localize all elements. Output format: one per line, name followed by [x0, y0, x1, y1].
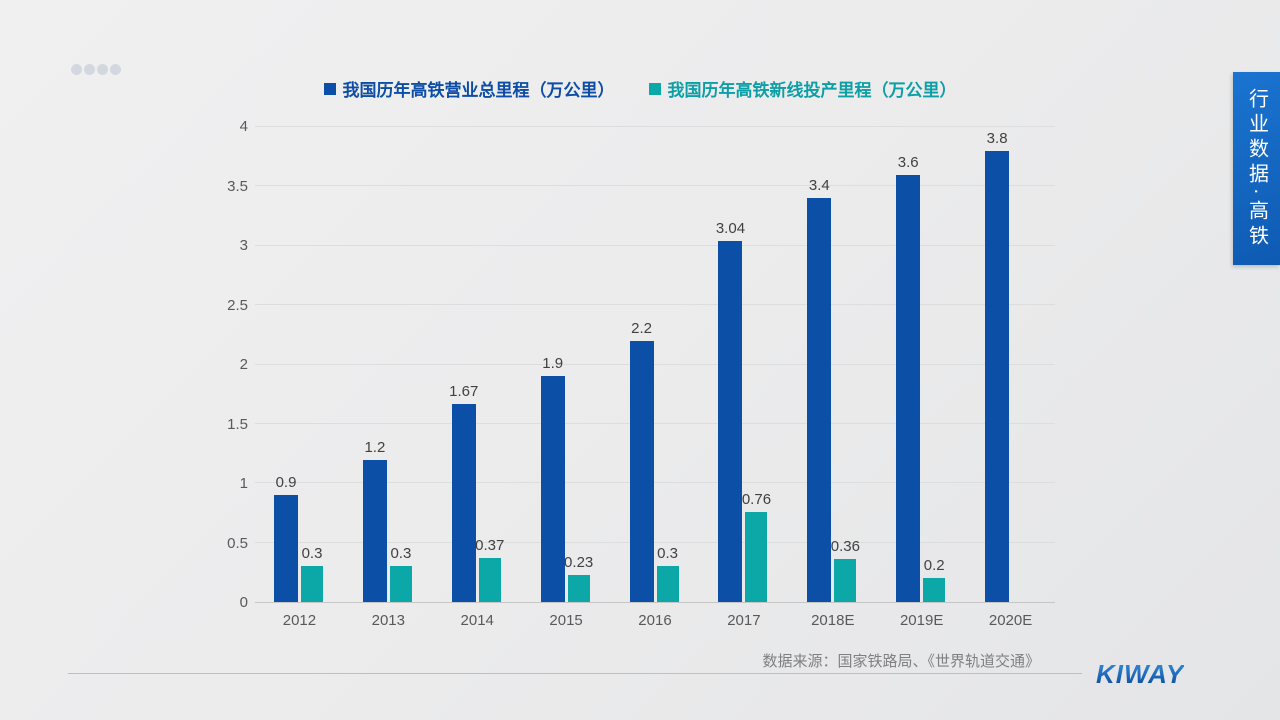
footer-divider — [68, 673, 1082, 674]
gridline — [255, 304, 1055, 306]
chart-legend: 我国历年高铁营业总里程（万公里） 我国历年高铁新线投产里程（万公里） — [215, 76, 1065, 101]
y-tick-label: 3 — [239, 237, 248, 254]
x-axis-label-2017: 2017 — [727, 612, 761, 629]
dot-icon — [97, 64, 108, 75]
y-axis-tick-labels: 0 0.5 1 1.5 2 2.5 3 3.5 4 — [180, 118, 248, 611]
bar-value-label: 3.8 — [986, 129, 1008, 147]
bar-series1-2016 — [656, 566, 679, 602]
bar-series0-2020E — [985, 150, 1010, 602]
section-tab-industry-data: 行业数据·高铁 — [1233, 72, 1280, 265]
x-axis-label-2019E: 2019E — [899, 612, 944, 629]
bar-group-2013: 1.2 0.3 2013 — [344, 127, 433, 629]
y-tick-label: 0 — [239, 594, 248, 611]
x-axis-label-2013: 2013 — [371, 612, 405, 629]
bar-value-label: 0.2 — [923, 557, 945, 575]
bar-group-2019E: 3.6 0.2 2019E — [877, 127, 966, 629]
bar-value-label: 3.6 — [897, 153, 919, 171]
bar-series1-2017 — [745, 511, 768, 602]
bar-series1-2015 — [567, 574, 590, 602]
y-tick-label: 0.5 — [227, 534, 248, 552]
dot-icon — [110, 64, 121, 75]
bar-group-2017: 3.04 0.76 2017 — [699, 127, 788, 629]
legend-item-new-line-mileage: 我国历年高铁新线投产里程（万公里） — [648, 76, 957, 101]
y-tick-label: 2 — [239, 356, 248, 373]
bar-series0-2013 — [362, 459, 387, 602]
bar-value-label: 0.76 — [741, 490, 772, 508]
bar-series0-2016 — [629, 340, 654, 602]
legend-item-total-mileage: 我国历年高铁营业总里程（万公里） — [323, 76, 615, 101]
bar-value-label: 0.3 — [657, 545, 678, 563]
bar-series0-2017 — [718, 241, 743, 602]
x-axis-label-2020E: 2020E — [988, 612, 1033, 629]
y-tick-label: 4 — [239, 118, 248, 135]
gridline — [255, 126, 1055, 127]
bar-value-label: 2.2 — [631, 319, 652, 337]
bar-series0-2012 — [274, 495, 298, 602]
bar-value-label: 3.04 — [715, 220, 746, 237]
bar-series0-2018E — [807, 198, 832, 602]
bar-series1-2013 — [389, 566, 412, 602]
bar-chart-plot-area: 0.9 0.3 2012 1.2 0.3 2013 1.67 0.37 2014 1.9 0.23 2… — [255, 126, 1055, 629]
kiway-logo: KIWAY — [1096, 659, 1185, 689]
y-tick-label: 1.5 — [227, 415, 248, 433]
legend-label: 我国历年高铁营业总里程（万公里） — [342, 81, 615, 100]
bar-value-label: 0.37 — [475, 537, 505, 555]
legend-swatch-blue — [323, 82, 336, 95]
section-tab-label: 行业数据·高铁 — [1245, 87, 1268, 250]
y-tick-label: 2.5 — [227, 296, 248, 314]
bar-series1-2018E — [834, 559, 857, 602]
y-tick-label: 3.5 — [227, 177, 248, 195]
gridline — [255, 422, 1055, 424]
bar-series1-2014 — [478, 558, 501, 602]
bar-value-label: 1.67 — [449, 382, 479, 400]
bar-value-label: 0.9 — [275, 474, 297, 492]
legend-label: 我国历年高铁新线投产里程（万公里） — [667, 81, 957, 100]
gridline — [255, 244, 1055, 246]
bar-value-label: 3.4 — [808, 177, 830, 195]
bar-series0-2019E — [896, 174, 921, 602]
bar-value-label: 0.36 — [830, 538, 860, 556]
bar-value-label: 0.3 — [301, 545, 323, 563]
legend-swatch-teal — [648, 82, 661, 95]
bar-value-label: 0.3 — [390, 545, 412, 563]
bar-group-2020E: 3.8 2020E — [966, 127, 1055, 629]
decorative-dots — [71, 64, 121, 75]
x-axis-label-2014: 2014 — [460, 612, 494, 629]
data-source-note: 数据来源：国家铁路局、《世界轨道交通》 — [762, 653, 1040, 670]
gridline — [255, 185, 1055, 187]
dot-icon — [84, 64, 95, 75]
bar-series0-2014 — [451, 403, 476, 602]
bar-value-label: 0.23 — [564, 553, 594, 571]
bar-group-2012: 0.9 0.3 2012 — [255, 127, 344, 629]
bar-group-2016: 2.2 0.3 2016 — [611, 127, 700, 629]
bar-value-label: 1.2 — [364, 438, 386, 456]
x-axis-label-2012: 2012 — [282, 612, 317, 629]
gridline — [255, 482, 1055, 484]
y-tick-label: 1 — [239, 475, 248, 492]
x-axis-label-2015: 2015 — [549, 612, 583, 629]
dot-icon — [71, 64, 82, 75]
bar-group-2015: 1.9 0.23 2015 — [522, 127, 611, 629]
x-axis-label-2018E: 2018E — [811, 612, 855, 629]
bar-series1-2012 — [301, 566, 323, 602]
bar-series1-2019E — [923, 578, 946, 602]
gridline — [255, 541, 1055, 543]
bar-value-label: 1.9 — [542, 355, 564, 373]
bar-series0-2015 — [540, 376, 565, 602]
gridline — [255, 363, 1055, 365]
bar-group-2014: 1.67 0.37 2014 — [433, 127, 522, 629]
x-axis-label-2016: 2016 — [638, 612, 672, 629]
bar-group-2018E: 3.4 0.36 2018E — [788, 127, 877, 629]
